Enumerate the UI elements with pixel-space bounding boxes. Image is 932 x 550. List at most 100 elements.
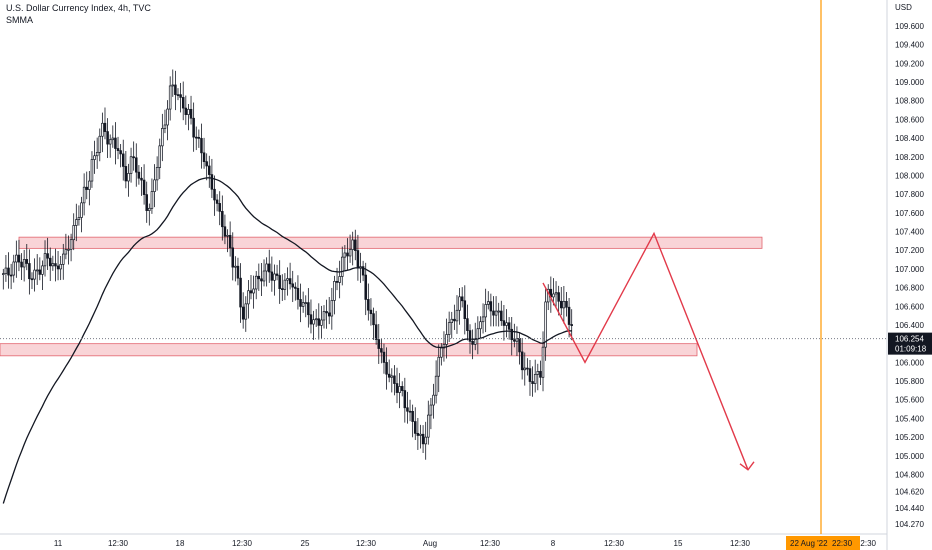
candle-body xyxy=(466,318,469,331)
indicator-label: SMMA xyxy=(6,15,33,25)
candle-body xyxy=(507,322,511,330)
candle-body xyxy=(54,263,57,267)
y-tick-label: 107.000 xyxy=(895,265,924,274)
chart-title: U.S. Dollar Currency Index, 4h, TVC xyxy=(6,3,151,13)
candle-body xyxy=(218,203,221,212)
y-tick-label: 107.200 xyxy=(895,246,924,255)
candle-body xyxy=(116,148,120,151)
candle-body xyxy=(518,338,521,353)
candle-body xyxy=(114,137,117,149)
y-tick-label: 104.800 xyxy=(895,470,924,479)
last-price-tag xyxy=(888,332,932,355)
candle-body xyxy=(471,340,474,345)
candle-body xyxy=(20,261,23,268)
candle-body xyxy=(544,301,547,348)
candle-body xyxy=(301,302,305,307)
candle-body xyxy=(80,202,83,218)
candle-body xyxy=(174,84,177,95)
candle-body xyxy=(142,179,146,195)
candle-body xyxy=(106,131,109,145)
candle-body xyxy=(95,152,99,157)
candle-body xyxy=(221,211,224,228)
projection-path[interactable] xyxy=(542,231,749,471)
candle-body xyxy=(38,269,42,275)
candle-body xyxy=(354,239,357,251)
candle-body xyxy=(434,375,438,396)
candle-body xyxy=(17,254,21,263)
candle-body xyxy=(208,165,211,175)
candle-body xyxy=(346,252,349,257)
candle-body xyxy=(458,296,461,311)
x-tick-label: 12:30 xyxy=(108,539,129,548)
candle-body xyxy=(161,128,164,147)
candle-body xyxy=(539,371,542,378)
candle-body xyxy=(557,292,560,302)
candle-body xyxy=(132,156,135,159)
candle-body xyxy=(450,318,454,323)
candle-body xyxy=(189,108,193,119)
candle-body xyxy=(317,318,321,326)
candle-body xyxy=(103,122,107,132)
candle-body xyxy=(424,436,427,445)
candle-body xyxy=(348,249,352,257)
x-tick-label: 15 xyxy=(674,539,683,548)
candle-body xyxy=(262,270,266,282)
candle-body xyxy=(314,318,318,321)
candle-body xyxy=(241,306,245,320)
candle-body xyxy=(234,265,237,268)
candle-body xyxy=(288,278,292,285)
candle-body xyxy=(307,302,310,316)
candle-body xyxy=(33,269,36,280)
candle-body xyxy=(257,275,261,280)
candle-body xyxy=(171,84,175,87)
candle-body xyxy=(286,278,289,281)
y-tick-label: 109.400 xyxy=(895,41,924,50)
candle-body xyxy=(505,322,508,326)
candle-body xyxy=(440,347,443,358)
y-tick-label: 105.800 xyxy=(895,377,924,386)
candle-body xyxy=(463,300,467,320)
date-tag xyxy=(786,536,860,550)
candle-body xyxy=(468,330,472,342)
x-tick-label: 12:30 xyxy=(604,539,625,548)
candle-body xyxy=(77,217,81,220)
y-tick-label: 107.400 xyxy=(895,228,924,237)
x-tick-label: Aug xyxy=(423,539,437,548)
candle-body xyxy=(533,374,537,384)
candle-body xyxy=(179,94,182,98)
candle-body xyxy=(299,299,302,307)
candle-body xyxy=(492,310,495,316)
candle-body xyxy=(145,194,148,211)
candle-body xyxy=(380,348,383,353)
candle-body xyxy=(93,155,96,160)
candle-body xyxy=(9,274,13,277)
candle-body xyxy=(275,273,279,276)
y-tick-label: 108.800 xyxy=(895,97,924,106)
candle-body xyxy=(494,310,498,316)
candle-body xyxy=(390,375,394,378)
candle-body xyxy=(510,328,513,341)
x-tick-label: 12:30 xyxy=(480,539,501,548)
candle-body xyxy=(309,314,313,325)
candle-body xyxy=(403,390,407,409)
candle-body xyxy=(2,273,5,275)
y-tick-label: 105.200 xyxy=(895,433,924,442)
y-tick-label: 104.620 xyxy=(895,487,924,496)
candle-body xyxy=(59,264,62,270)
candle-body xyxy=(513,339,516,342)
last-price-value: 106.254 xyxy=(895,335,924,344)
candle-body xyxy=(327,312,331,317)
candle-body xyxy=(101,122,104,137)
candle-body xyxy=(127,173,130,182)
x-tick-label: 8 xyxy=(551,539,556,548)
projection-arrowhead xyxy=(739,461,755,471)
candle-body xyxy=(82,186,86,204)
y-tick-label: 109.000 xyxy=(895,78,924,87)
candle-body xyxy=(51,263,55,267)
candle-body xyxy=(15,254,18,263)
candle-body xyxy=(565,301,568,308)
x-tick-label: 11 xyxy=(54,539,63,548)
candle-body xyxy=(523,367,527,371)
y-tick-label: 105.400 xyxy=(895,414,924,423)
